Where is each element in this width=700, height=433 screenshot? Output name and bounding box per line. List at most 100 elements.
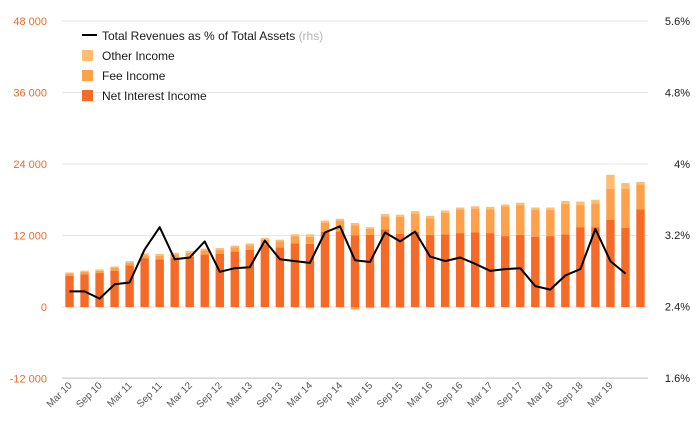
bar-fee-income: [470, 208, 480, 233]
right-tick-label: 3.2%: [665, 230, 690, 242]
x-tick-label: Sep 15: [375, 380, 405, 410]
bar-fee-income: [380, 216, 390, 230]
bar-net-interest-income: [501, 236, 510, 307]
bar-net-interest-income: [455, 233, 465, 307]
x-tick-label: Mar 12: [165, 380, 195, 410]
bar-net-interest-income: [410, 231, 420, 307]
x-tick-label: Mar 17: [466, 380, 496, 410]
bar-fee-income: [200, 250, 209, 255]
left-tick-label: 12 000: [13, 231, 47, 243]
bar-fee-income: [170, 254, 179, 259]
bar-neg-fee-income: [305, 307, 315, 309]
bar-net-interest-income: [546, 236, 555, 307]
bar-neg-fee-income: [350, 307, 360, 310]
bar-fee-income: [516, 205, 525, 235]
bar-fee-income: [215, 249, 224, 254]
bar-series: [65, 174, 645, 310]
bar-other-income: [621, 183, 630, 190]
bar-neg-fee-income: [395, 307, 405, 308]
bar-net-interest-income: [215, 253, 224, 307]
right-tick-label: 2.4%: [665, 302, 690, 314]
bar-net-interest-income: [395, 233, 405, 307]
x-tick-label: Mar 15: [345, 380, 375, 410]
x-tick-label: Mar 16: [405, 380, 435, 410]
bar-other-income: [365, 227, 375, 229]
x-tick-label: Sep 13: [255, 380, 285, 410]
bar-fee-income: [95, 270, 104, 274]
bar-net-interest-income: [636, 209, 645, 307]
bar-other-income: [305, 234, 315, 237]
bar-other-income: [335, 218, 345, 221]
bar-fee-income: [155, 255, 164, 260]
bar-fee-income: [546, 209, 555, 237]
bar-net-interest-income: [516, 234, 525, 307]
bar-fee-income: [606, 189, 615, 221]
bar-fee-income: [290, 236, 300, 244]
bar-fee-income: [410, 214, 420, 232]
bar-other-income: [140, 253, 149, 256]
line-series: [69, 225, 627, 300]
bar-other-income: [65, 272, 74, 274]
legend: Total Revenues as % of Total Assets (rhs…: [82, 29, 323, 103]
x-tick-label: Sep 17: [495, 380, 525, 410]
bar-net-interest-income: [95, 273, 104, 307]
bar-fee-income: [350, 225, 360, 236]
right-tick-label: 4.8%: [665, 87, 690, 99]
bar-fee-income: [275, 241, 285, 248]
x-tick-label: Mar 18: [526, 380, 556, 410]
bar-fee-income: [425, 218, 435, 235]
bar-fee-income: [561, 203, 570, 235]
bar-neg-fee-income: [365, 307, 375, 309]
x-tick-label: Sep 11: [135, 380, 165, 410]
bar-other-income: [170, 252, 179, 255]
x-tick-label: Sep 18: [555, 380, 585, 410]
x-tick-label: Mar 10: [45, 380, 75, 410]
bar-fee-income: [320, 222, 330, 232]
bar-other-income: [395, 214, 405, 218]
legend-swatch-other-income: [82, 50, 93, 61]
bar-fee-income: [245, 245, 255, 250]
bar-fee-income: [230, 247, 240, 252]
bar-net-interest-income: [290, 243, 300, 307]
bar-other-income: [260, 237, 270, 240]
bar-net-interest-income: [621, 227, 630, 307]
bar-net-interest-income: [425, 234, 435, 307]
bar-net-interest-income: [561, 234, 570, 307]
x-tick-label: Sep 10: [74, 380, 104, 410]
left-tick-label: 24 000: [13, 159, 47, 171]
bar-other-income: [200, 248, 209, 251]
bar-fee-income: [395, 217, 405, 234]
bar-neg-fee-income: [380, 307, 390, 308]
bar-other-income: [275, 239, 285, 242]
line-total-revenues-pct-assets: [69, 225, 627, 300]
right-tick-label: 5.6%: [665, 16, 690, 28]
bar-fee-income: [636, 184, 645, 210]
bar-other-income: [125, 261, 134, 263]
right-tick-label: 4%: [674, 159, 690, 171]
bar-other-income: [320, 220, 330, 223]
x-tick-label: Mar 14: [285, 380, 315, 410]
bar-fee-income: [486, 209, 495, 234]
bar-net-interest-income: [230, 251, 240, 307]
bar-other-income: [95, 269, 104, 271]
bar-other-income: [290, 234, 300, 237]
left-axis-ticks: -12 000 0 12 000 24 000 36 000 48 000: [10, 16, 47, 386]
bar-net-interest-income: [365, 234, 375, 307]
bar-net-interest-income: [275, 247, 285, 307]
bar-net-interest-income: [591, 227, 600, 307]
x-tick-label: Mar 19: [586, 380, 616, 410]
bar-other-income: [546, 207, 555, 210]
bar-other-income: [576, 201, 585, 206]
bar-other-income: [591, 199, 600, 204]
bar-other-income: [606, 174, 615, 190]
x-tick-label: Sep 12: [195, 380, 225, 410]
left-tick-label: 0: [41, 302, 47, 314]
left-tick-label: 48 000: [13, 16, 47, 28]
bar-net-interest-income: [140, 258, 149, 307]
bar-other-income: [486, 206, 495, 210]
bar-fee-income: [305, 236, 315, 244]
legend-label-fee-income: Fee Income: [102, 69, 166, 83]
bar-other-income: [245, 243, 255, 246]
bar-net-interest-income: [335, 231, 345, 307]
bar-other-income: [110, 266, 119, 268]
